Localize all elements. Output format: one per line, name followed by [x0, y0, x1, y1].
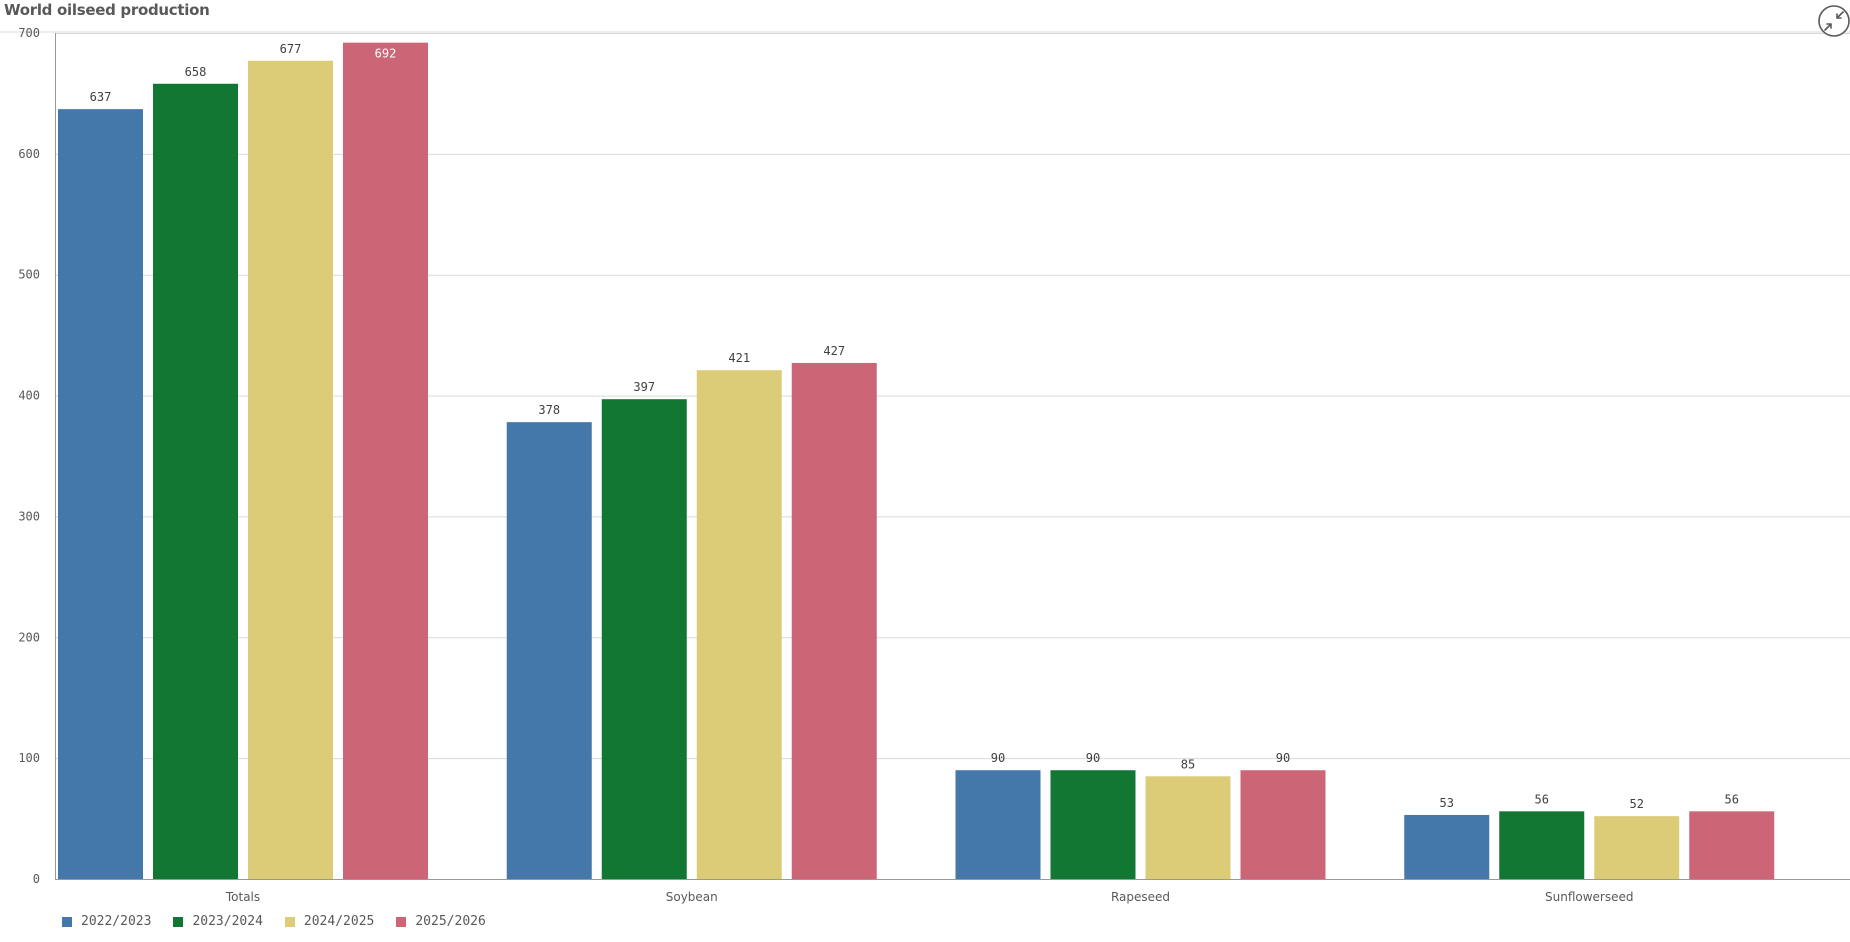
bar [343, 42, 428, 879]
legend-label: 2022/2023 [81, 914, 152, 929]
y-tick-label: 300 [18, 509, 40, 523]
y-tick-label: 0 [33, 872, 40, 886]
bar [601, 399, 687, 879]
bar [1050, 770, 1136, 879]
legend-item-4[interactable]: 2025/2026 [396, 914, 486, 929]
y-tick-label: 500 [18, 268, 40, 282]
data-label: 378 [538, 403, 560, 417]
y-tick-label: 400 [18, 389, 40, 403]
collapse-arrows-icon [1818, 5, 1850, 37]
bar [153, 83, 238, 879]
bar [1594, 816, 1680, 879]
legend-item-1[interactable]: 2022/2023 [62, 914, 151, 929]
y-tick-label: 600 [18, 147, 40, 161]
bar [1404, 814, 1490, 879]
data-label: 90 [1086, 751, 1100, 765]
y-tick-label: 700 [18, 26, 40, 40]
data-label: 397 [633, 380, 655, 394]
bar [58, 109, 143, 879]
x-category-label: Sunflowerseed [1545, 890, 1634, 904]
x-category-label: Soybean [666, 890, 718, 904]
data-label: 90 [991, 751, 1005, 765]
data-label: 692 [375, 47, 397, 61]
legend-swatch [62, 916, 72, 927]
legend-label: 2024/2025 [303, 914, 375, 929]
data-label: 90 [1276, 751, 1290, 765]
bar [955, 770, 1041, 879]
legend-label: 2023/2024 [192, 914, 263, 929]
x-category-label: Totals [225, 890, 260, 904]
bar [791, 362, 877, 879]
legend-item-3[interactable]: 2024/2025 [284, 914, 375, 929]
bar [1499, 811, 1585, 879]
data-label: 658 [185, 65, 207, 79]
legend-item-2[interactable]: 2023/2024 [173, 914, 263, 929]
chart-title: World oilseed production [4, 1, 210, 19]
data-label: 677 [280, 42, 302, 56]
data-label: 427 [823, 344, 845, 358]
legend-swatch [284, 916, 295, 927]
data-label: 56 [1535, 792, 1549, 806]
bar [1145, 776, 1231, 879]
y-tick-label: 100 [18, 751, 40, 765]
x-category-label: Rapeseed [1111, 890, 1170, 904]
collapse-button[interactable] [1817, 4, 1850, 38]
legend-swatch [173, 916, 184, 927]
bar [1689, 811, 1775, 879]
bar [1240, 770, 1326, 879]
data-label: 56 [1725, 792, 1739, 806]
legend: 2022/2023 2023/2024 2024/2025 2025/2026 [62, 914, 486, 929]
bar [696, 370, 782, 879]
legend-label: 2025/2026 [415, 914, 486, 929]
bar [248, 60, 333, 880]
data-label: 85 [1181, 757, 1195, 771]
data-label: 53 [1440, 796, 1454, 810]
data-label: 52 [1630, 797, 1644, 811]
y-tick-label: 200 [18, 630, 40, 644]
legend-swatch [396, 916, 407, 927]
data-label: 637 [90, 90, 112, 104]
data-label: 421 [728, 351, 750, 365]
bar [506, 422, 592, 879]
